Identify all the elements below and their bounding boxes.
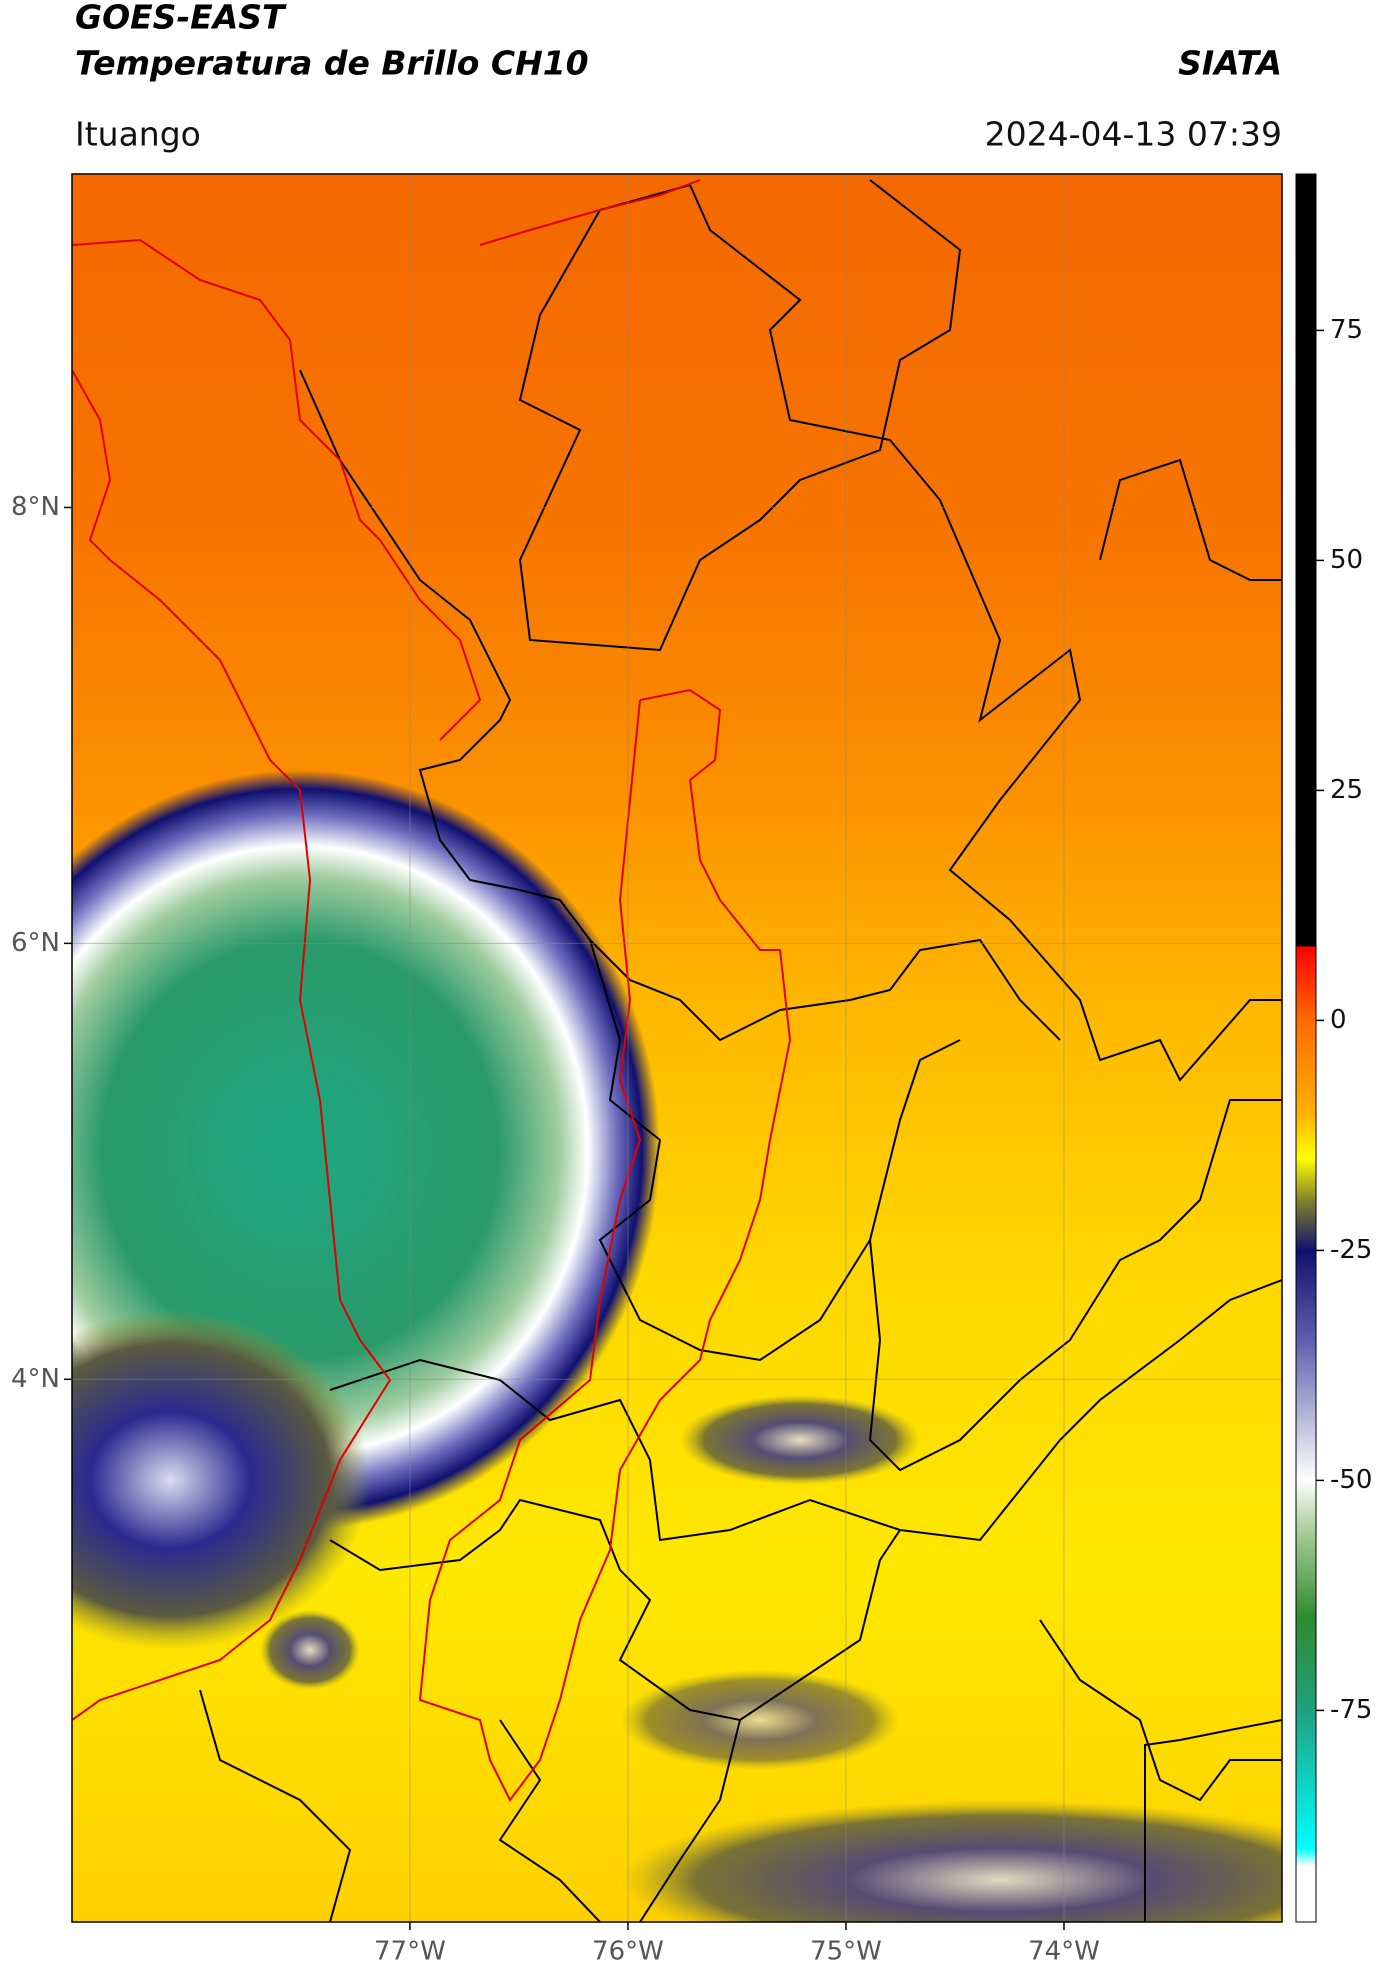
- source: SIATA: [1178, 44, 1282, 83]
- border: [1099, 458, 1282, 581]
- map-frame: [71, 173, 1283, 1923]
- coastline: [479, 179, 701, 246]
- border: [329, 1498, 901, 1722]
- border: [1144, 1719, 1282, 1922]
- colorbar: [1295, 173, 1317, 1923]
- coastline: [72, 238, 482, 741]
- cloud-band: [260, 1610, 360, 1690]
- y-tick-label: 8°N: [11, 492, 60, 522]
- border: [589, 939, 961, 1362]
- colorbar-tick-label: -50: [1330, 1465, 1372, 1495]
- border: [329, 1279, 1282, 1542]
- colorbar-tick-label: 50: [1330, 545, 1363, 575]
- colorbar-tick-label: 25: [1330, 775, 1363, 805]
- border: [639, 1719, 741, 1922]
- location: Ituango: [75, 115, 201, 154]
- cloud-band: [680, 1395, 920, 1485]
- cloud-band: [620, 1670, 900, 1770]
- border: [299, 369, 1061, 1042]
- x-tick-label: 77°W: [374, 1937, 446, 1967]
- coastline: [72, 369, 392, 1721]
- border: [498, 1719, 601, 1922]
- border: [539, 183, 1282, 1082]
- datetime: 2024-04-13 07:39: [985, 115, 1282, 154]
- x-tick-label: 75°W: [810, 1937, 882, 1967]
- border: [868, 1099, 1282, 1472]
- region-boundary: [72, 179, 792, 1802]
- x-tick-label: 74°W: [1028, 1937, 1100, 1967]
- borders: [199, 179, 1282, 1922]
- cloud-band: [72, 1310, 370, 1650]
- map: [72, 174, 1282, 1922]
- colorbar-tick-label: -25: [1330, 1235, 1372, 1265]
- border: [199, 1689, 352, 1922]
- subtitle: Temperatura de Brillo CH10: [75, 44, 589, 83]
- colorbar-tick-label: 0: [1330, 1005, 1347, 1035]
- colorbar-tick-label: -75: [1330, 1695, 1372, 1725]
- border: [1039, 1619, 1282, 1802]
- border: [518, 179, 962, 652]
- y-tick-label: 4°N: [11, 1364, 60, 1394]
- cloud-band: [620, 1800, 1282, 1922]
- y-tick-label: 6°N: [11, 928, 60, 958]
- colorbar-tick-label: 75: [1330, 315, 1363, 345]
- antioquia-boundary: [418, 688, 792, 1802]
- title: GOES-EAST: [75, 0, 287, 37]
- x-tick-label: 76°W: [592, 1937, 664, 1967]
